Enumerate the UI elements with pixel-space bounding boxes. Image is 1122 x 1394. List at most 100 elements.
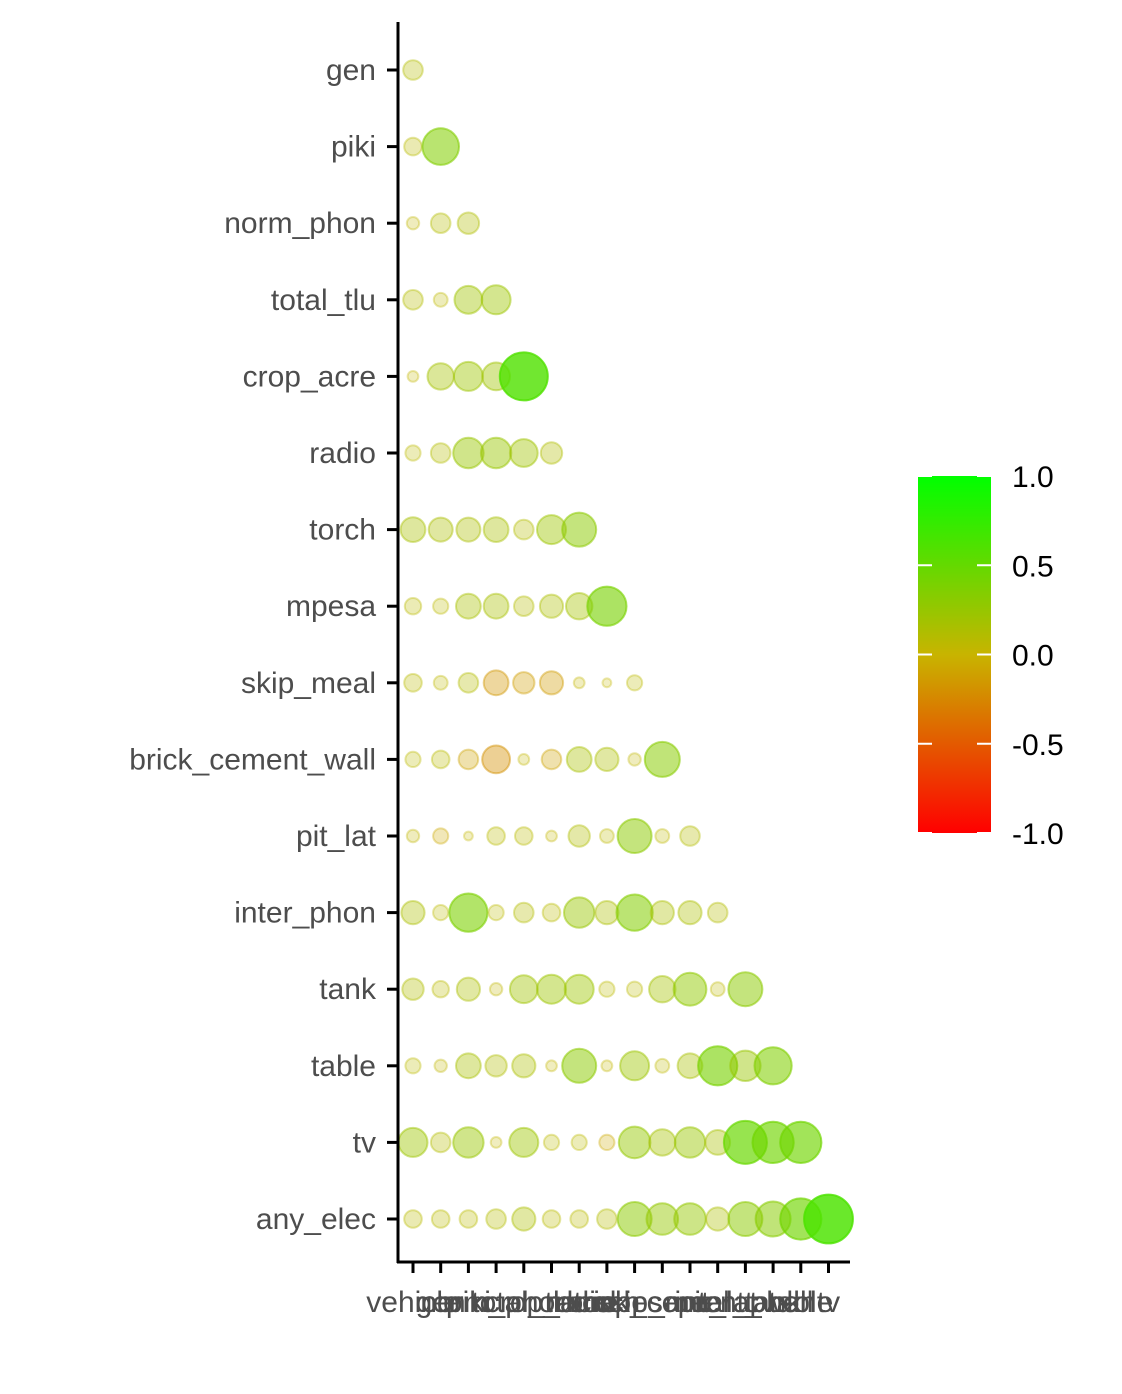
x-tick-label: radio	[546, 1286, 613, 1319]
bubble-torch-total_tlu	[513, 518, 535, 541]
x-tick-label: skip_meal	[595, 1286, 730, 1319]
bubble-any_elec-total_tlu	[511, 1206, 537, 1232]
bubble-table-radio	[561, 1047, 598, 1084]
bubble-tank-total_tlu	[508, 974, 539, 1005]
bubble-tank-gen	[431, 980, 450, 999]
x-tick-label: total_tlu	[471, 1286, 576, 1319]
y-tick-label: crop_acre	[243, 360, 376, 393]
bubble-crop_acre-piki	[452, 360, 484, 392]
bubble-brick_cement_wall-radio	[565, 746, 593, 773]
bubble-pit_lat-crop_acre	[545, 829, 558, 843]
bubble-table-torch	[600, 1059, 614, 1073]
bubble-total_tlu-norm_phon	[480, 284, 512, 316]
bubble-mpesa-crop_acre	[538, 593, 565, 619]
bubble-inter_phon-mpesa	[615, 893, 654, 932]
x-tick-label: brick_cement_wall	[567, 1286, 814, 1319]
y-tick-label: gen	[326, 54, 376, 87]
bubble-pit_lat-mpesa	[616, 818, 653, 854]
bubble-table-pit_lat	[697, 1045, 739, 1087]
legend-tick-label: 1.0	[1012, 461, 1054, 494]
bubble-skip_meal-vehicle	[403, 673, 423, 693]
legend-tick-label: 0.0	[1012, 640, 1054, 673]
bubble-inter_phon-pit_lat	[706, 901, 729, 924]
bubble-any_elec-skip_meal	[645, 1202, 680, 1236]
bubble-radio-norm_phon	[479, 436, 513, 470]
bubble-tank-crop_acre	[536, 973, 567, 1005]
bubble-tv-torch	[598, 1133, 616, 1152]
bubble-table-piki	[455, 1052, 482, 1080]
y-tick-label: total_tlu	[271, 284, 376, 317]
bubble-table-total_tlu	[511, 1053, 537, 1079]
bubble-inter_phon-total_tlu	[513, 901, 535, 924]
x-tick-label: table	[768, 1286, 833, 1319]
bubble-skip_meal-norm_phon	[482, 669, 510, 697]
legend-tick-label: 0.5	[1012, 550, 1054, 583]
bubble-table-mpesa	[619, 1050, 651, 1082]
bubble-tv-vehicle	[397, 1126, 429, 1158]
bubble-table-gen	[433, 1058, 448, 1074]
bubble-crop_acre-gen	[426, 362, 455, 391]
y-tick-label: torch	[309, 514, 376, 547]
x-ticks: vehiclegenpikinorm_phontotal_tlucrop_acr…	[366, 1262, 840, 1319]
bubble-tank-piki	[455, 976, 481, 1002]
bubble-norm_phon-vehicle	[405, 216, 421, 231]
bubble-any_elec-norm_phon	[485, 1208, 507, 1230]
bubble-inter_phon-crop_acre	[541, 902, 562, 923]
bubble-mpesa-gen	[432, 597, 450, 615]
y-tick-label: inter_phon	[234, 897, 376, 930]
bubble-pit_lat-piki	[463, 830, 474, 842]
bubble-inter_phon-radio	[563, 896, 596, 929]
x-tick-label: mpesa	[590, 1286, 680, 1319]
bubble-brick_cement_wall-total_tlu	[517, 753, 531, 766]
x-tick-label: tv	[817, 1286, 840, 1319]
bubble-total_tlu-vehicle	[402, 289, 424, 311]
bubble-tank-inter_phon	[727, 971, 764, 1008]
bubble-torch-vehicle	[399, 516, 427, 543]
bubble-pit_lat-vehicle	[405, 828, 421, 844]
bubble-pit_lat-brick_cement_wall	[679, 825, 701, 847]
bubble-mpesa-vehicle	[403, 597, 423, 616]
bubble-tank-skip_meal	[648, 975, 677, 1004]
bubble-tv-radio	[570, 1133, 588, 1152]
bubble-table-crop_acre	[545, 1059, 558, 1073]
bubble-gen-vehicle	[402, 59, 424, 81]
bubble-mpesa-norm_phon	[482, 592, 510, 620]
y-tick-label: brick_cement_wall	[129, 743, 376, 776]
x-tick-label: norm_phon	[420, 1286, 572, 1319]
bubble-crop_acre-total_tlu	[498, 351, 549, 402]
bubble-any_elec-vehicle	[403, 1209, 423, 1229]
bubble-any_elec-pit_lat	[705, 1206, 731, 1232]
legend-tick-label: -1.0	[1012, 818, 1064, 851]
bubble-tv-gen	[429, 1131, 452, 1154]
bubble-skip_meal-gen	[432, 674, 449, 691]
x-tick-label: torch	[574, 1286, 641, 1319]
y-tick-label: norm_phon	[224, 207, 376, 240]
bubble-tank-radio	[563, 973, 595, 1005]
y-tick-label: piki	[331, 131, 376, 164]
legend-ticks: 1.0 0.5 0.0 -0.5 -1.0	[918, 461, 1064, 851]
bubble-inter_phon-norm_phon	[487, 904, 505, 922]
bubble-mpesa-total_tlu	[513, 595, 535, 618]
bubble-tv-total_tlu	[508, 1126, 540, 1158]
x-tick-label: gen	[416, 1286, 466, 1319]
bubble-pit_lat-total_tlu	[514, 826, 534, 846]
bubble-norm_phon-piki	[456, 211, 481, 235]
bubble-any_elec-torch	[596, 1208, 618, 1230]
y-tick-label: radio	[309, 437, 376, 470]
x-tick-label: inter_phon	[675, 1286, 817, 1319]
bubble-skip_meal-piki	[457, 672, 480, 694]
bubble-torch-norm_phon	[482, 516, 510, 543]
bubble-pit_lat-norm_phon	[486, 826, 506, 846]
y-tick-label: tv	[353, 1126, 376, 1159]
bubble-tv-mpesa	[617, 1125, 652, 1160]
bubble-crop_acre-vehicle	[406, 370, 420, 383]
x-tick-label: crop_acre	[485, 1286, 618, 1319]
bubble-skip_meal-torch	[601, 677, 613, 689]
bubble-inter_phon-torch	[594, 900, 620, 926]
bubble-radio-vehicle	[404, 444, 422, 462]
bubble-radio-total_tlu	[508, 438, 539, 468]
y-tick-label: mpesa	[286, 590, 376, 623]
bubble-inter_phon-piki	[448, 892, 489, 933]
bubble-brick_cement_wall-vehicle	[404, 750, 422, 769]
